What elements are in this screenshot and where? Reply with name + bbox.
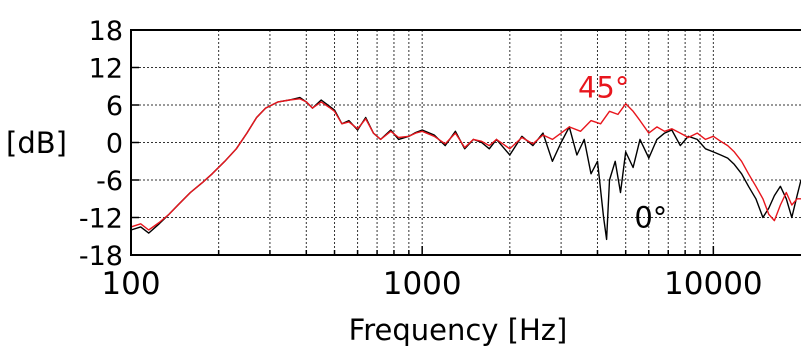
series-layer: [130, 96, 801, 241]
y-axis-label: [dB]: [6, 126, 67, 160]
y-tick-label: -12: [79, 204, 123, 235]
y-tick-label: 6: [106, 91, 123, 122]
y-tick-label: -18: [79, 241, 123, 272]
series-annotation: 45°: [578, 71, 629, 105]
x-tick-label: 10000: [664, 266, 763, 302]
y-tick-label: -6: [96, 166, 123, 197]
series-line-forty-five-deg: [130, 98, 801, 231]
x-tick-label: 100: [101, 266, 160, 302]
series-annotation: 0°: [634, 201, 667, 235]
x-tick-label: 1000: [383, 266, 462, 302]
y-tick-label: 0: [106, 129, 123, 160]
y-tick-label: 18: [89, 16, 123, 47]
tick-marks: [131, 29, 715, 256]
x-tick-labels: 100 1000 10000: [101, 266, 762, 302]
series-annotations: 45° 0°: [578, 71, 667, 235]
y-tick-labels: 18 12 6 0 -6 -12 -18: [79, 16, 123, 272]
x-axis-label: Frequency [Hz]: [349, 313, 568, 346]
y-tick-label: 12: [89, 54, 123, 85]
